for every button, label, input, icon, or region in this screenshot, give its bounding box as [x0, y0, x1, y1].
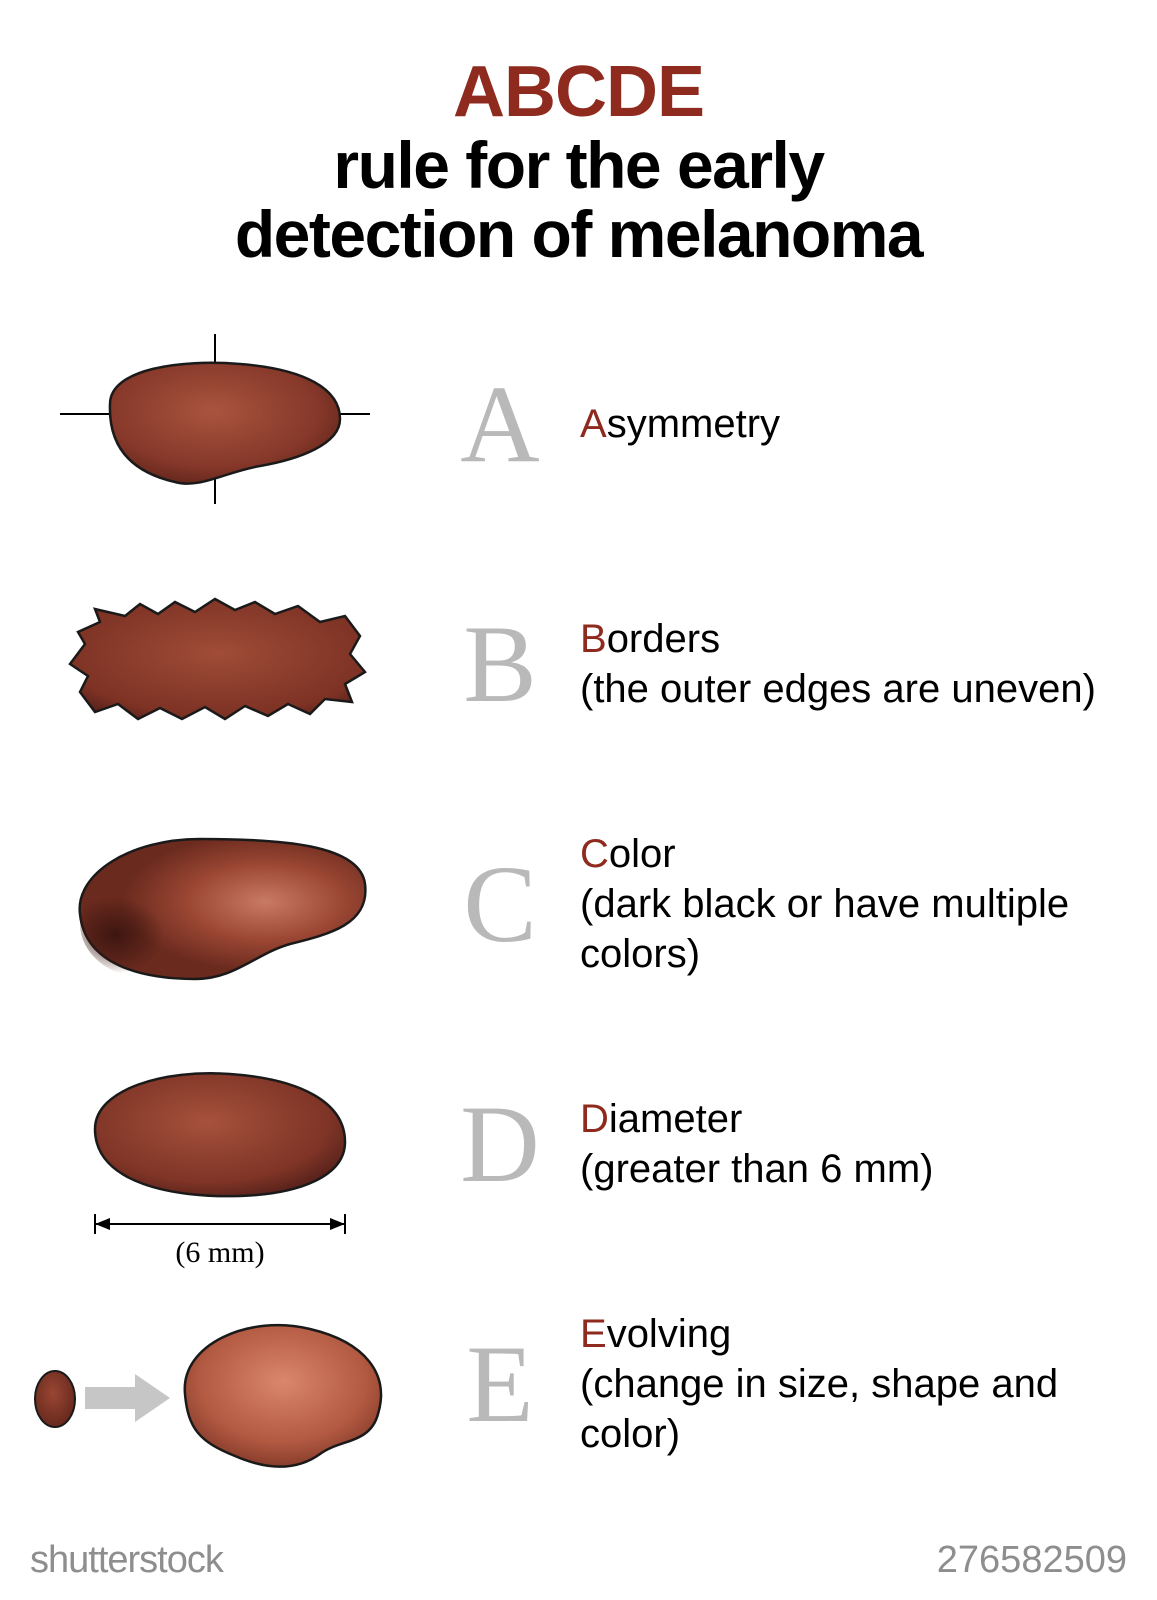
rule-row-d: (6 mm) D Diameter (greater than 6 mm): [0, 1024, 1157, 1264]
rule-sub-c: (dark black or have multiple colors): [580, 879, 1117, 979]
rule-rest-b: orders: [607, 617, 720, 661]
rule-desc-e: Evolving (change in size, shape and colo…: [580, 1309, 1157, 1459]
rule-rest-e: volving: [607, 1312, 732, 1356]
illustration-c: [0, 784, 420, 1024]
illustration-b: [0, 544, 420, 784]
rule-firstchar-b: B: [580, 617, 607, 661]
rule-row-e: E Evolving (change in size, shape and co…: [0, 1264, 1157, 1504]
rule-letter-d: D: [420, 1081, 580, 1208]
rules-list: A Asymmetry B Borders (th: [0, 304, 1157, 1504]
title-abcde: ABCDE: [0, 55, 1157, 131]
rule-rest-a: symmetry: [607, 402, 780, 446]
illustration-a: [0, 304, 420, 544]
title-line1: rule for the early: [0, 131, 1157, 200]
rule-rest-c: olor: [609, 832, 676, 876]
rule-row-b: B Borders (the outer edges are uneven): [0, 544, 1157, 784]
rule-firstchar-e: E: [580, 1312, 607, 1356]
rule-sub-e: (change in size, shape and color): [580, 1359, 1117, 1459]
rule-sub-b: (the outer edges are uneven): [580, 664, 1117, 714]
illustration-d: (6 mm): [0, 1024, 420, 1264]
rule-sub-d: (greater than 6 mm): [580, 1144, 1117, 1194]
rule-letter-a: A: [420, 361, 580, 488]
rule-row-a: A Asymmetry: [0, 304, 1157, 544]
rule-desc-d: Diameter (greater than 6 mm): [580, 1094, 1157, 1194]
rule-firstchar-c: C: [580, 832, 609, 876]
footer-right: 276582509: [937, 1539, 1127, 1582]
rule-rest-d: iameter: [609, 1097, 742, 1141]
rule-firstchar-a: A: [580, 402, 607, 446]
title-block: ABCDE rule for the early detection of me…: [0, 0, 1157, 269]
rule-desc-c: Color (dark black or have multiple color…: [580, 829, 1157, 979]
footer: shutterstock 276582509: [0, 1539, 1157, 1582]
footer-left: shutterstock: [30, 1539, 223, 1582]
rule-desc-a: Asymmetry: [580, 399, 1157, 449]
rule-letter-b: B: [420, 601, 580, 728]
rule-letter-e: E: [420, 1321, 580, 1448]
rule-firstchar-d: D: [580, 1097, 609, 1141]
title-line2: detection of melanoma: [0, 200, 1157, 269]
rule-row-c: C Color (dark black or have multiple col…: [0, 784, 1157, 1024]
illustration-e: [0, 1264, 420, 1504]
rule-desc-b: Borders (the outer edges are uneven): [580, 614, 1157, 714]
rule-letter-c: C: [420, 841, 580, 968]
